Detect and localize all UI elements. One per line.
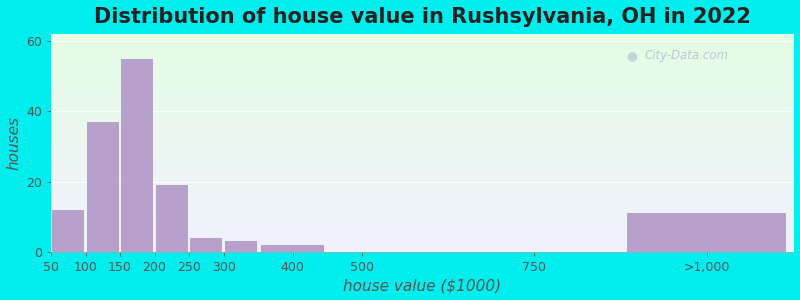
Bar [156, 185, 188, 252]
Bar [52, 210, 84, 252]
Text: ●: ● [626, 49, 637, 62]
Bar [190, 238, 222, 252]
Bar [627, 213, 786, 252]
Title: Distribution of house value in Rushsylvania, OH in 2022: Distribution of house value in Rushsylva… [94, 7, 750, 27]
Bar [122, 58, 153, 252]
Bar [261, 245, 324, 252]
Text: City-Data.com: City-Data.com [645, 49, 729, 62]
Bar [87, 122, 118, 252]
X-axis label: house value ($1000): house value ($1000) [343, 278, 501, 293]
Bar [225, 241, 257, 252]
Y-axis label: houses: houses [7, 116, 22, 170]
